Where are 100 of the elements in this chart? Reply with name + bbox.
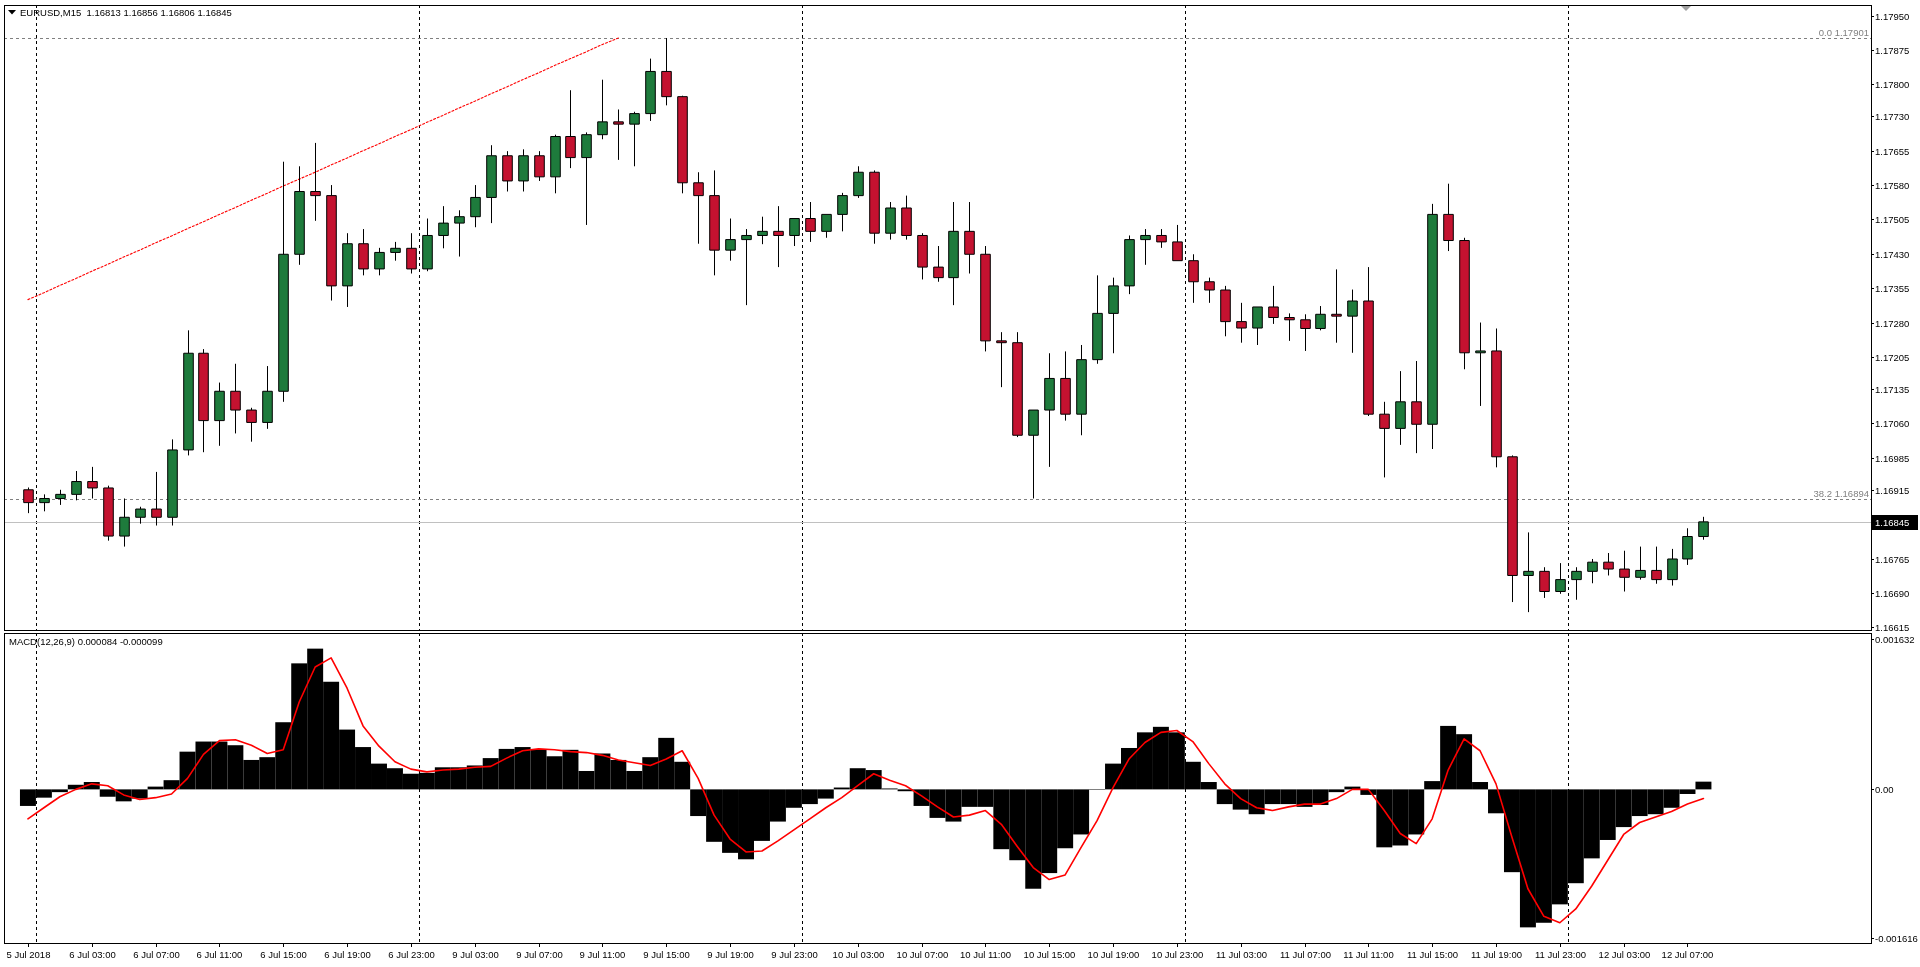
candlestick — [948, 201, 959, 306]
candlestick — [1172, 224, 1183, 262]
x-tick-label: 6 Jul 11:00 — [196, 949, 243, 960]
candlestick — [358, 228, 369, 276]
y-tick-label: 1.17205 — [1875, 352, 1910, 363]
candlestick — [1619, 550, 1630, 593]
line-series — [27, 657, 1705, 924]
candlestick — [167, 438, 178, 527]
candlestick — [1236, 302, 1247, 344]
candlestick — [1411, 360, 1422, 454]
y-tick-label: 1.16615 — [1875, 622, 1910, 633]
y-tick-label: 1.17280 — [1875, 318, 1910, 329]
x-tick-label: 10 Jul 19:00 — [1087, 949, 1140, 960]
x-tick-label: 9 Jul 03:00 — [452, 949, 499, 960]
candlestick — [119, 497, 130, 548]
candlestick — [135, 506, 146, 525]
candlestick — [1379, 401, 1390, 478]
candlestick — [246, 407, 257, 443]
candlestick — [1475, 322, 1486, 407]
candlestick — [709, 169, 720, 276]
y-tick-label: 1.17505 — [1875, 214, 1910, 225]
candlestick — [677, 95, 688, 194]
candlestick — [1698, 516, 1709, 541]
candlestick — [39, 493, 50, 512]
y-tick-label: 0.001632 — [1875, 634, 1915, 645]
candlestick — [486, 144, 497, 224]
candlestick — [1651, 546, 1662, 585]
candlestick — [1140, 228, 1151, 266]
candlestick — [1124, 234, 1135, 295]
candlestick — [1092, 274, 1103, 365]
y-tick-label: 0.00 — [1875, 784, 1894, 795]
x-tick-label: 11 Jul 23:00 — [1534, 949, 1587, 960]
x-tick-label: 12 Jul 07:00 — [1661, 949, 1714, 960]
candlestick — [1220, 285, 1231, 337]
x-tick-label: 9 Jul 11:00 — [579, 949, 626, 960]
candlestick — [1667, 548, 1678, 587]
candlestick — [741, 228, 752, 306]
candlestick — [422, 218, 433, 272]
x-tick-label: 12 Jul 03:00 — [1598, 949, 1651, 960]
candlestick — [1300, 313, 1311, 352]
candlestick — [230, 363, 241, 434]
candlestick — [629, 111, 640, 167]
candlestick — [581, 131, 592, 226]
candlestick — [87, 466, 98, 499]
candlestick — [1060, 350, 1071, 422]
y-tick-label: 1.17580 — [1875, 180, 1910, 191]
x-tick-label: 11 Jul 15:00 — [1406, 949, 1459, 960]
ref-line-label: 0.0 1.17901 — [1818, 26, 1869, 38]
candlestick — [294, 165, 305, 266]
x-tick-label: 10 Jul 11:00 — [959, 949, 1012, 960]
x-tick-label: 5 Jul 2018 — [6, 949, 51, 960]
candlestick — [645, 58, 656, 122]
candlestick — [326, 184, 337, 302]
y-tick-label: 1.16765 — [1875, 554, 1910, 565]
candlestick — [502, 150, 513, 192]
y-tick-label: 1.17875 — [1875, 45, 1910, 56]
candlestick — [789, 218, 800, 247]
bar — [1695, 781, 1712, 790]
x-tick-label: 6 Jul 23:00 — [388, 949, 435, 960]
y-tick-label: 1.17355 — [1875, 283, 1910, 294]
candlestick — [214, 382, 225, 447]
candlestick — [853, 165, 864, 199]
candlestick — [565, 89, 576, 169]
candlestick — [183, 329, 194, 456]
candlestick — [725, 218, 736, 262]
candlestick — [1331, 268, 1342, 344]
candlestick — [550, 134, 561, 194]
candlestick — [805, 201, 816, 243]
candlestick — [917, 232, 928, 280]
candlestick — [885, 201, 896, 241]
candlestick — [55, 489, 66, 506]
candlestick — [1507, 454, 1518, 603]
x-tick-label: 9 Jul 07:00 — [516, 949, 563, 960]
y-tick-label: 1.16985 — [1875, 453, 1910, 464]
y-tick-label: 1.17060 — [1875, 418, 1910, 429]
candlestick — [933, 245, 944, 283]
line-series — [27, 37, 619, 301]
candlestick — [1347, 289, 1358, 354]
y-tick-label: 1.17430 — [1875, 249, 1910, 260]
candlestick — [757, 216, 768, 245]
candlestick — [103, 485, 114, 542]
candlestick — [262, 365, 273, 430]
candlestick — [1571, 566, 1582, 601]
candlestick — [1539, 566, 1550, 599]
y-tick-label: 1.17730 — [1875, 111, 1910, 122]
y-tick-label: 1.17950 — [1875, 11, 1910, 22]
x-tick-label: 11 Jul 07:00 — [1279, 949, 1332, 960]
candlestick — [342, 232, 353, 308]
candlestick — [1204, 277, 1215, 304]
candlestick — [1427, 203, 1438, 450]
candlestick — [661, 37, 672, 106]
candlestick — [518, 148, 529, 192]
candlestick — [1459, 237, 1470, 370]
candlestick — [310, 142, 321, 222]
ref-line-label: 38.2 1.16894 — [1813, 487, 1869, 499]
candlestick — [996, 331, 1007, 388]
candlestick — [1587, 558, 1598, 584]
candlestick — [1188, 253, 1199, 304]
x-tick-label: 6 Jul 07:00 — [133, 949, 180, 960]
candlestick — [1252, 306, 1263, 346]
